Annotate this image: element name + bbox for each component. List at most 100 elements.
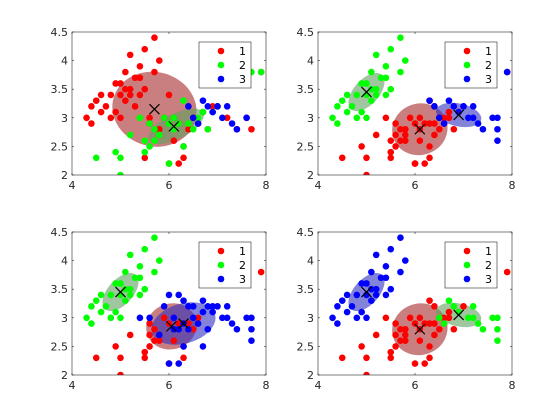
legend-label: 2 [485, 259, 492, 272]
data-point-series-2 [469, 303, 477, 310]
data-point-series-3 [474, 120, 482, 127]
data-point-series-1 [146, 320, 153, 327]
data-point-series-1 [117, 91, 124, 99]
data-point-series-2 [141, 285, 149, 293]
data-point-series-1 [117, 371, 124, 375]
centroid-marker [361, 286, 372, 298]
data-point-series-2 [170, 114, 178, 122]
x-tick-label: 8 [509, 379, 516, 392]
data-point-series-2 [494, 325, 501, 333]
legend-entry-1: 1 [463, 45, 492, 58]
data-point-series-3 [194, 320, 202, 327]
data-point-series-1 [431, 303, 438, 310]
centroid-marker [168, 120, 180, 132]
data-point-series-1 [460, 303, 467, 310]
data-point-series-2 [372, 91, 380, 99]
data-point-series-1 [358, 143, 365, 150]
x-tick-label: 6 [412, 379, 419, 392]
data-point-series-1 [445, 114, 453, 122]
data-point-series-2 [343, 91, 351, 99]
data-point-series-1 [421, 360, 429, 367]
data-point-series-1 [363, 354, 370, 362]
y-tick-label: 4 [61, 255, 68, 268]
data-point-series-3 [382, 263, 390, 270]
data-point-series-1 [450, 325, 458, 333]
data-point-series-3 [204, 303, 212, 310]
data-point-series-2 [136, 114, 144, 122]
data-point-series-2 [358, 108, 365, 116]
data-point-series-3 [219, 114, 226, 122]
data-point-series-3 [469, 114, 477, 122]
data-point-series-3 [209, 303, 216, 310]
data-point-series-2 [329, 114, 336, 122]
legend-entry-3: 3 [463, 273, 492, 286]
data-point-series-1 [141, 154, 149, 162]
data-point-series-1 [372, 131, 380, 139]
data-point-series-3 [387, 245, 395, 253]
data-point-series-1 [136, 91, 144, 99]
y-tick-label: 4.5 [297, 226, 315, 239]
data-point-series-1 [175, 160, 182, 167]
data-point-series-1 [194, 314, 202, 322]
data-point-series-2 [382, 91, 390, 99]
data-point-series-3 [372, 251, 380, 259]
data-point-series-1 [141, 85, 149, 93]
data-point-series-3 [377, 274, 385, 282]
y-tick-label: 2 [307, 369, 314, 382]
legend-marker [463, 47, 471, 55]
data-point-series-1 [223, 114, 231, 122]
data-point-series-2 [151, 125, 158, 133]
data-point-series-2 [97, 308, 105, 316]
data-point-series-1 [387, 154, 395, 162]
data-point-series-2 [136, 274, 144, 282]
data-point-series-1 [175, 320, 182, 327]
legend-entry-2: 2 [217, 59, 246, 72]
data-point-series-1 [431, 131, 438, 139]
data-point-series-2 [131, 274, 139, 282]
data-point-series-1 [146, 114, 153, 122]
data-point-series-1 [402, 125, 409, 133]
data-point-series-3 [165, 360, 173, 367]
data-point-series-3 [199, 308, 207, 316]
legend-entry-1: 1 [463, 245, 492, 258]
data-point-series-2 [494, 337, 501, 344]
data-point-series-1 [421, 160, 429, 167]
legend-label: 2 [485, 59, 492, 72]
data-point-series-1 [136, 74, 144, 82]
data-point-series-2 [151, 268, 158, 276]
data-point-series-3 [489, 114, 496, 122]
data-point-series-3 [180, 343, 187, 350]
data-point-series-1 [411, 120, 419, 127]
data-point-series-1 [440, 114, 448, 122]
data-point-series-2 [102, 303, 110, 310]
data-point-series-3 [156, 331, 163, 339]
data-point-series-1 [170, 137, 178, 144]
data-point-series-3 [329, 314, 336, 322]
data-point-series-2 [382, 63, 390, 70]
legend-entry-3: 3 [463, 73, 492, 86]
y-tick-label: 3 [61, 112, 68, 125]
data-point-series-1 [117, 114, 124, 122]
data-point-series-3 [189, 314, 197, 322]
data-point-series-2 [126, 131, 134, 139]
data-point-series-2 [141, 148, 149, 156]
y-tick-label: 4.5 [51, 226, 69, 239]
data-point-series-2 [397, 68, 404, 76]
data-point-series-3 [479, 125, 487, 133]
centroid-marker [115, 286, 126, 298]
data-point-series-1 [411, 320, 419, 327]
data-point-series-3 [426, 97, 433, 104]
data-point-series-1 [363, 171, 370, 175]
data-point-series-2 [151, 234, 158, 242]
centroid-marker [453, 109, 465, 121]
data-point-series-1 [122, 85, 129, 93]
centroid-marker [166, 320, 177, 332]
data-point-series-3 [450, 103, 458, 110]
data-point-series-1 [160, 314, 168, 322]
data-point-series-1 [445, 314, 453, 322]
data-point-series-1 [141, 348, 149, 356]
data-point-series-3 [185, 325, 192, 333]
